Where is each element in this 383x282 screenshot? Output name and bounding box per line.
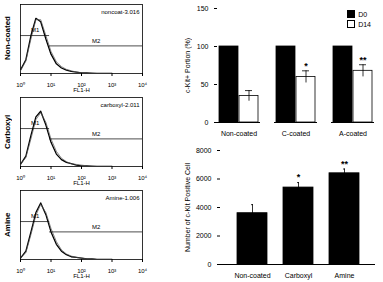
svg-text:150: 150 xyxy=(197,5,209,12)
svg-text:Carboxyl: Carboxyl xyxy=(285,272,313,280)
svg-text:10¹: 10¹ xyxy=(47,268,56,274)
svg-text:10⁴: 10⁴ xyxy=(138,82,148,88)
svg-text:10¹: 10¹ xyxy=(47,82,56,88)
svg-text:10¹: 10¹ xyxy=(47,175,56,181)
svg-text:M1: M1 xyxy=(31,213,40,219)
svg-text:10²: 10² xyxy=(77,81,86,88)
svg-text:50: 50 xyxy=(201,81,209,88)
svg-text:10³: 10³ xyxy=(108,175,117,181)
svg-text:*: * xyxy=(304,61,308,71)
svg-text:10²: 10² xyxy=(77,174,86,181)
svg-text:carboxyl-2.011: carboxyl-2.011 xyxy=(101,102,141,108)
svg-text:0: 0 xyxy=(208,261,212,268)
svg-text:100: 100 xyxy=(197,43,209,50)
svg-text:10⁴: 10⁴ xyxy=(138,268,148,274)
svg-text:10²: 10² xyxy=(77,267,86,274)
svg-text:**: ** xyxy=(341,159,349,169)
svg-text:10⁴: 10⁴ xyxy=(138,175,148,181)
svg-text:FL1-H: FL1-H xyxy=(73,87,90,93)
svg-text:10⁰: 10⁰ xyxy=(16,174,25,181)
svg-text:10⁰: 10⁰ xyxy=(16,81,25,88)
svg-text:M2: M2 xyxy=(92,38,101,44)
svg-text:noncoat-3.016: noncoat-3.016 xyxy=(101,9,140,15)
html-text:D0: D0 xyxy=(358,11,368,18)
html-text:c-Kit+ Portion (%): c-Kit+ Portion (%) xyxy=(184,37,191,93)
svg-text:M1: M1 xyxy=(31,120,40,126)
svg-text:10⁰: 10⁰ xyxy=(16,267,25,274)
svg-text:*: * xyxy=(297,172,301,182)
svg-text:FL1-H: FL1-H xyxy=(73,180,90,186)
svg-text:M1: M1 xyxy=(31,27,40,33)
svg-text:6000: 6000 xyxy=(196,175,212,182)
svg-text:4000: 4000 xyxy=(196,204,212,211)
svg-text:0: 0 xyxy=(205,119,209,126)
svg-text:M2: M2 xyxy=(92,224,101,230)
html-text:Carboxyl: Carboxyl xyxy=(3,114,12,149)
html-text:Amine: Amine xyxy=(3,212,12,237)
svg-text:**: ** xyxy=(359,55,367,65)
svg-text:Amine-1.006: Amine-1.006 xyxy=(105,195,140,201)
svg-text:M2: M2 xyxy=(92,131,101,137)
svg-text:C-coated: C-coated xyxy=(282,130,311,137)
svg-text:8000: 8000 xyxy=(196,147,212,154)
svg-text:2000: 2000 xyxy=(196,232,212,239)
svg-text:10³: 10³ xyxy=(108,82,117,88)
svg-text:Non-coated: Non-coated xyxy=(221,130,257,137)
svg-text:10³: 10³ xyxy=(108,268,117,274)
html-text:D14: D14 xyxy=(358,21,371,28)
svg-text:Non-coated: Non-coated xyxy=(234,272,270,279)
svg-text:A-coated: A-coated xyxy=(339,130,367,137)
html-text:Number of c-Kit Positive Cell: Number of c-Kit Positive Cell xyxy=(184,162,191,252)
svg-text:Amine: Amine xyxy=(335,272,355,279)
svg-text:FL1-H: FL1-H xyxy=(73,273,90,279)
html-text:Non-coated: Non-coated xyxy=(3,16,12,61)
